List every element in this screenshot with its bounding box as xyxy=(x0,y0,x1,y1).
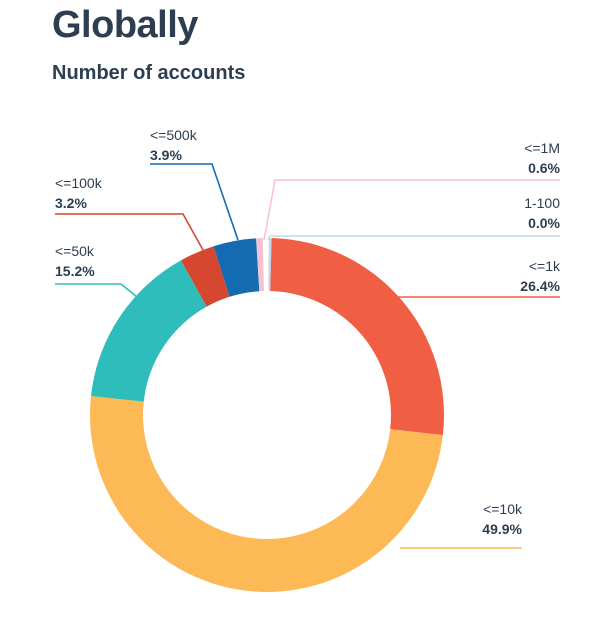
slice-value-label: 0.0% xyxy=(528,215,560,231)
slice-label: 1-100 xyxy=(524,195,560,211)
slice-label: <=100k xyxy=(55,175,103,191)
donut-slice xyxy=(256,238,265,292)
donut-slice xyxy=(90,395,443,592)
leader-line xyxy=(267,235,560,241)
slice-label: <=500k xyxy=(150,127,198,143)
donut-slice xyxy=(270,238,444,436)
leader-line xyxy=(150,163,239,241)
donut-slice xyxy=(268,238,272,292)
slice-label: <=1k xyxy=(529,258,561,274)
slice-label: <=50k xyxy=(55,243,95,259)
slice-value-label: 3.9% xyxy=(150,147,182,163)
slice-value-label: 3.2% xyxy=(55,195,87,211)
leader-line xyxy=(263,179,560,241)
donut-slice xyxy=(180,246,230,307)
slice-value-label: 49.9% xyxy=(482,521,522,537)
slice-label: <=1M xyxy=(524,140,560,156)
slice-value-label: 26.4% xyxy=(520,278,560,294)
leader-line xyxy=(55,283,138,298)
donut-slice xyxy=(213,238,260,297)
slice-value-label: 15.2% xyxy=(55,263,95,279)
slice-label: <=10k xyxy=(483,501,523,517)
slice-value-label: 0.6% xyxy=(528,160,560,176)
leader-line xyxy=(55,213,204,251)
chart-subtitle: Number of accounts xyxy=(52,62,246,84)
chart-title: Globally xyxy=(52,4,198,46)
donut-slice xyxy=(91,260,207,402)
